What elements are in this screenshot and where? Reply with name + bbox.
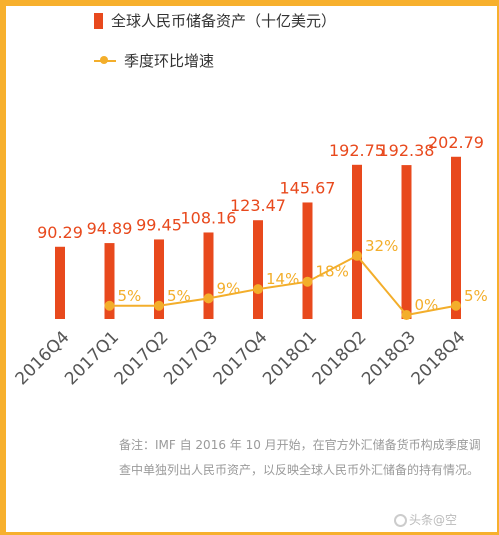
footnote: 备注：IMF 自 2016 年 10 月开始，在官方外汇储备货币构成季度调查中单… [119, 438, 481, 477]
x-tick-label-2016Q4: 2016Q4 [12, 327, 74, 389]
bar-value-label-2018Q1: 145.67 [280, 178, 336, 197]
bar-2018Q4 [451, 156, 461, 319]
growth-label-2018Q4: 5% [464, 287, 488, 305]
bar-value-label-2018Q2: 192.75 [329, 141, 385, 160]
bar-value-label-2016Q4: 90.29 [37, 223, 83, 242]
growth-label-2018Q3: 0% [415, 296, 439, 314]
bar-2017Q3 [203, 232, 214, 319]
x-tick-label-2018Q3: 2018Q3 [358, 327, 420, 389]
legend-line-swatch [94, 53, 116, 69]
bar-value-label-2017Q3: 108.16 [181, 208, 237, 227]
growth-point-2018Q3 [401, 310, 412, 320]
watermark-icon [394, 514, 407, 527]
bar-value-label-2017Q1: 94.89 [87, 219, 133, 238]
growth-point-2017Q3 [203, 293, 214, 304]
bar-2018Q1 [302, 202, 313, 319]
growth-point-2017Q4 [253, 284, 263, 295]
legend-line-label: 季度环比增速 [124, 52, 215, 70]
bar-2017Q2 [154, 239, 164, 319]
growth-point-2017Q2 [154, 300, 164, 311]
legend-item-reserve-assets: 全球人民币储备资产（十亿美元） [94, 10, 336, 31]
bar-value-label-2018Q3: 192.38 [379, 141, 435, 160]
x-tick-label-2017Q2: 2017Q2 [111, 327, 173, 389]
bar-2016Q4 [55, 246, 65, 319]
watermark-text: 头条@空 [409, 513, 458, 527]
x-tick-label-2017Q4: 2017Q4 [210, 327, 272, 389]
x-tick-label-2018Q2: 2018Q2 [309, 327, 371, 389]
growth-point-2018Q1 [302, 276, 313, 287]
watermark: 头条@空 [394, 511, 457, 528]
growth-point-2017Q1 [104, 300, 115, 311]
x-tick-label-2017Q1: 2017Q1 [61, 327, 123, 389]
bar-value-label-2017Q2: 99.45 [136, 215, 182, 234]
x-tick-label-2017Q3: 2017Q3 [160, 327, 222, 389]
growth-label-2018Q1: 18% [316, 263, 349, 281]
growth-label-2017Q2: 5% [167, 287, 191, 305]
growth-point-2018Q4 [451, 300, 461, 311]
bar-2017Q4 [253, 220, 263, 319]
bar-2018Q3 [401, 165, 412, 319]
growth-label-2018Q2: 32% [365, 237, 398, 255]
bar-2018Q2 [352, 164, 362, 319]
growth-label-2017Q4: 14% [266, 270, 299, 288]
legend-item-qoq-growth: 季度环比增速 [94, 50, 214, 71]
bar-value-label-2018Q4: 202.79 [428, 133, 484, 152]
growth-line [109, 254, 457, 317]
bar-value-label-2017Q4: 123.47 [230, 196, 286, 215]
growth-point-2018Q2 [352, 250, 362, 261]
growth-label-2017Q1: 5% [118, 287, 142, 305]
bar-2017Q1 [104, 243, 115, 319]
legend-bar-swatch [94, 12, 103, 29]
growth-label-2017Q3: 9% [217, 279, 241, 297]
x-tick-label-2018Q1: 2018Q1 [259, 327, 321, 389]
x-tick-label-2018Q4: 2018Q4 [408, 327, 470, 389]
legend-bar-label: 全球人民币储备资产（十亿美元） [111, 12, 337, 30]
